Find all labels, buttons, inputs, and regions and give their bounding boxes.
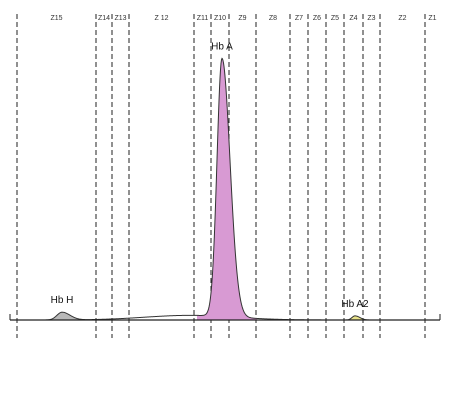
peak-area-hb-a2 <box>340 315 376 320</box>
zone-labels: Z15 Z14 Z13 Z 12 Z11 Z10 Z9 Z8 Z7 Z6 Z5 Z4 Z3 Z2 Z1 <box>50 15 436 22</box>
trace-line <box>10 57 405 321</box>
zone-label-z9: Z9 <box>238 15 246 22</box>
zone-label-z1: Z1 <box>428 15 436 22</box>
zone-label-z8: Z8 <box>269 15 277 22</box>
zone-label-z14: Z14 <box>98 15 110 22</box>
zone-label-z3: Z3 <box>367 15 375 22</box>
zone-label-z15: Z15 <box>50 15 62 22</box>
peak-area-hb-h <box>37 312 97 320</box>
zone-label-z2: Z2 <box>398 15 406 22</box>
zone-label-z13: Z13 <box>114 15 126 22</box>
peak-label-hb-h: Hb H <box>51 295 74 306</box>
zone-label-z4: Z4 <box>349 15 357 22</box>
peak-label-hb-a: Hb A <box>211 41 233 52</box>
zone-label-z5: Z5 <box>331 15 339 22</box>
zone-label-z11: Z11 <box>197 15 209 22</box>
peak-areas <box>37 58 376 320</box>
baseline-axis <box>9 314 441 321</box>
zone-label-z10: Z10 <box>214 15 226 22</box>
peak-labels: Hb H Hb A Hb A2 <box>51 41 369 309</box>
zone-label-z12: Z 12 <box>154 15 168 22</box>
zone-label-z6: Z6 <box>313 15 321 22</box>
peak-label-hb-a2: Hb A2 <box>341 299 369 310</box>
peak-area-hb-a <box>197 58 257 320</box>
zone-label-z7: Z7 <box>295 15 303 22</box>
